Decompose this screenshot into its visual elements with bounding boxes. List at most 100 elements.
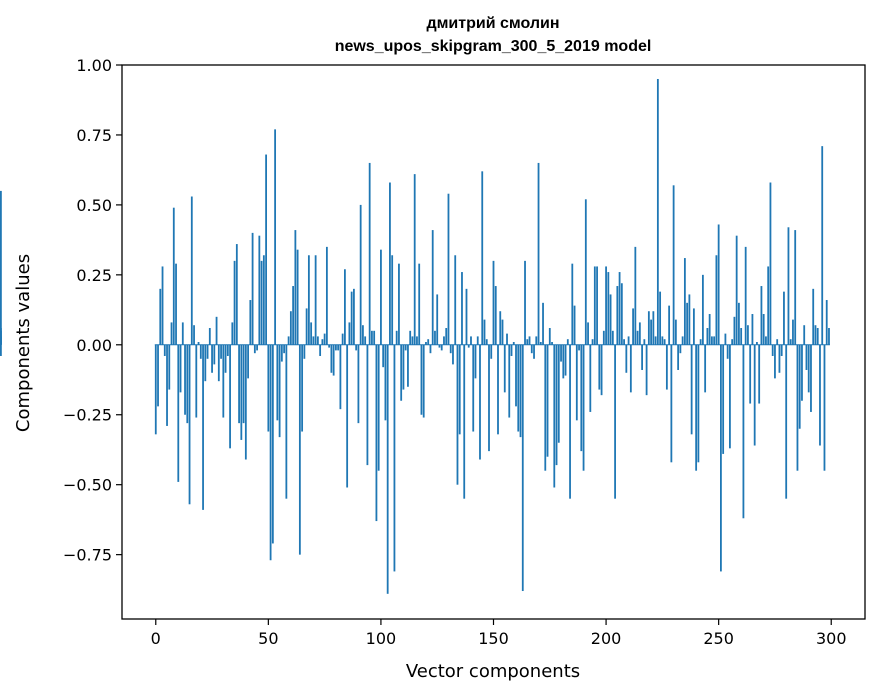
bar xyxy=(661,336,664,345)
bar xyxy=(357,344,360,424)
bar xyxy=(636,330,639,345)
bar xyxy=(812,288,815,345)
bar xyxy=(569,344,571,499)
bar xyxy=(605,266,607,345)
bar xyxy=(609,294,612,345)
bar xyxy=(600,344,603,396)
bar xyxy=(244,344,247,460)
bar xyxy=(458,344,461,435)
bar xyxy=(271,344,274,544)
bar xyxy=(386,344,389,594)
bar xyxy=(497,344,499,435)
bar xyxy=(551,342,553,345)
bar xyxy=(632,308,634,345)
bar xyxy=(323,333,326,345)
bar xyxy=(578,344,580,351)
bar xyxy=(368,162,371,345)
bar xyxy=(593,266,596,345)
bar xyxy=(756,342,758,345)
bar xyxy=(384,344,387,421)
bar xyxy=(692,308,695,345)
bar xyxy=(767,266,770,345)
bar xyxy=(337,344,340,351)
bar xyxy=(690,344,693,435)
bar xyxy=(503,344,506,393)
bar xyxy=(235,244,238,345)
bar xyxy=(665,344,668,390)
bar xyxy=(794,230,797,345)
bar xyxy=(825,300,828,345)
bar xyxy=(733,316,736,345)
bar xyxy=(454,255,457,345)
x-axis-label: Vector components xyxy=(406,661,580,682)
bar xyxy=(238,344,240,424)
bar xyxy=(172,207,175,345)
bar xyxy=(287,336,290,345)
bar xyxy=(771,344,774,356)
bar xyxy=(217,344,220,382)
bar xyxy=(792,319,794,345)
bar xyxy=(330,344,333,373)
bar xyxy=(542,302,544,345)
y-tick-label: −0.50 xyxy=(63,476,112,495)
bar xyxy=(159,288,162,345)
bar xyxy=(697,344,700,463)
bar xyxy=(526,339,529,345)
bar xyxy=(220,344,222,359)
bar xyxy=(618,272,621,345)
x-tick-label: 100 xyxy=(366,629,397,648)
y-tick-label: −0.25 xyxy=(63,406,112,425)
bar xyxy=(596,266,598,345)
bar xyxy=(422,344,425,418)
bar xyxy=(425,342,427,345)
bar xyxy=(535,336,538,345)
bar xyxy=(803,325,806,345)
bar xyxy=(157,344,159,407)
bar xyxy=(391,255,394,345)
bar xyxy=(276,344,279,421)
bar xyxy=(580,344,583,452)
bar xyxy=(672,185,675,345)
bar xyxy=(537,162,540,345)
bar xyxy=(359,204,362,345)
bar xyxy=(409,330,412,345)
bar xyxy=(814,325,817,345)
bar xyxy=(375,344,378,522)
bar xyxy=(614,344,616,499)
bar xyxy=(404,344,407,351)
bar xyxy=(688,294,691,345)
bar xyxy=(557,344,560,443)
bar xyxy=(278,344,281,438)
bar xyxy=(544,344,547,471)
bar xyxy=(629,344,632,393)
bar xyxy=(364,336,367,345)
chart-title: дмитрий смолин xyxy=(426,15,559,32)
bar xyxy=(411,336,414,345)
bar xyxy=(195,344,198,418)
bar xyxy=(470,336,472,345)
bar xyxy=(206,344,209,359)
bar xyxy=(787,227,790,345)
bar xyxy=(395,330,398,345)
bar xyxy=(467,344,470,348)
bar xyxy=(647,311,650,345)
bar xyxy=(285,344,288,499)
bar xyxy=(303,344,306,359)
bar xyxy=(823,344,826,471)
bar xyxy=(0,190,2,345)
bar xyxy=(427,339,430,345)
bar xyxy=(400,344,403,401)
bar xyxy=(656,78,659,345)
x-tick-label: 200 xyxy=(591,629,622,648)
bar xyxy=(181,322,184,345)
bar xyxy=(233,260,236,345)
bar xyxy=(283,344,286,354)
bar xyxy=(307,255,310,345)
bar xyxy=(177,344,180,482)
bar xyxy=(479,344,481,460)
bar xyxy=(519,344,522,438)
bar xyxy=(780,344,783,356)
bar xyxy=(623,339,625,345)
bar xyxy=(280,344,283,362)
